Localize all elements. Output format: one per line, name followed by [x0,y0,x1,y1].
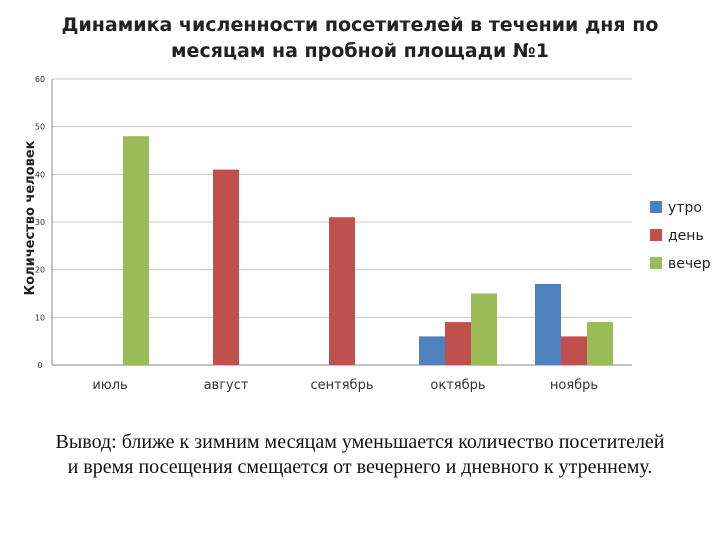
legend-label-день: день [668,228,704,244]
x-tick-label: июль [92,378,127,393]
legend-swatch-вечер [650,257,662,269]
conclusion-text: Вывод: ближе к зимним месяцам уменьшаетс… [20,430,700,480]
legend-swatch-утро [650,201,662,213]
y-tick-label: 60 [35,75,45,84]
bar-вечер-июль [123,136,149,365]
y-tick-labels: 0 10 20 30 40 50 60 [35,75,45,370]
x-tick-label: ноябрь [550,378,598,393]
chart-title-line-1: Динамика численности посетителей в течен… [61,14,659,36]
legend-label-утро: утро [668,200,702,216]
bar-день-август [213,169,239,365]
bar-chart: 0 10 20 30 40 50 60 июль август сентябрь октябрь н… [23,75,711,393]
y-tick-label: 30 [35,218,45,227]
bar-вечер-октябрь [471,293,497,365]
x-tick-label: август [204,378,249,393]
bar-утро-октябрь [419,336,445,365]
legend-swatch-день [650,229,662,241]
y-tick-label: 50 [35,123,45,132]
chart-title: Динамика численности посетителей в течен… [60,12,660,64]
conclusion-line-2: и время посещения смещается от вечернего… [67,456,653,478]
y-tick-label: 0 [37,361,42,370]
bar-вечер-ноябрь [587,322,613,365]
bars [123,136,613,365]
bar-день-сентябрь [329,217,355,365]
legend: утро день вечер [650,200,711,272]
bar-день-ноябрь [561,336,587,365]
conclusion-line-1: Вывод: ближе к зимним месяцам уменьшаетс… [55,431,665,453]
chart-title-line-2: месяцам на пробной площади №1 [171,40,549,62]
bar-утро-ноябрь [535,283,561,365]
y-tick-label: 40 [35,170,45,179]
x-tick-label: сентябрь [311,378,374,393]
bar-день-октябрь [445,322,471,365]
y-axis-label: Количество человек [23,140,38,295]
x-tick-label: октябрь [430,378,485,393]
y-tick-label: 10 [35,313,45,322]
x-tick-labels: июль август сентябрь октябрь ноябрь [92,378,598,393]
legend-label-вечер: вечер [668,256,711,272]
y-tick-label: 20 [35,266,45,275]
